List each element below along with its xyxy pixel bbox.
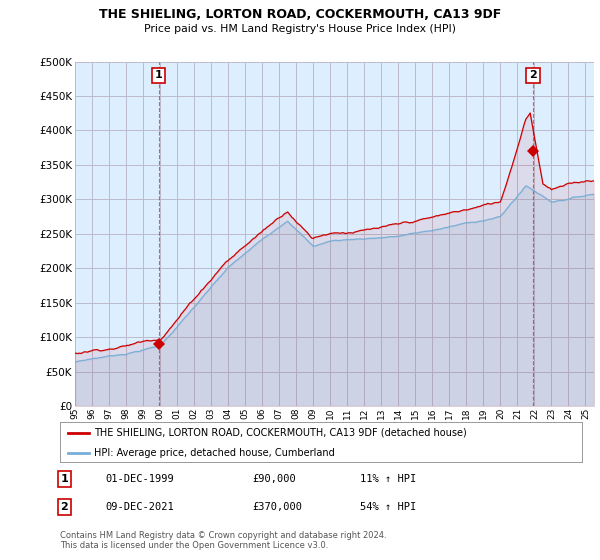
Text: 54% ↑ HPI: 54% ↑ HPI (360, 502, 416, 512)
Text: THE SHIELING, LORTON ROAD, COCKERMOUTH, CA13 9DF (detached house): THE SHIELING, LORTON ROAD, COCKERMOUTH, … (94, 428, 467, 437)
Text: THE SHIELING, LORTON ROAD, COCKERMOUTH, CA13 9DF: THE SHIELING, LORTON ROAD, COCKERMOUTH, … (99, 8, 501, 21)
Text: 2: 2 (529, 71, 537, 81)
Text: Contains HM Land Registry data © Crown copyright and database right 2024.
This d: Contains HM Land Registry data © Crown c… (60, 531, 386, 550)
Text: 1: 1 (61, 474, 68, 484)
Text: £90,000: £90,000 (252, 474, 296, 484)
Text: 01-DEC-1999: 01-DEC-1999 (105, 474, 174, 484)
Text: 1: 1 (155, 71, 163, 81)
Text: Price paid vs. HM Land Registry's House Price Index (HPI): Price paid vs. HM Land Registry's House … (144, 24, 456, 34)
Text: £370,000: £370,000 (252, 502, 302, 512)
Text: 09-DEC-2021: 09-DEC-2021 (105, 502, 174, 512)
Text: 11% ↑ HPI: 11% ↑ HPI (360, 474, 416, 484)
Text: 2: 2 (61, 502, 68, 512)
Text: HPI: Average price, detached house, Cumberland: HPI: Average price, detached house, Cumb… (94, 448, 335, 458)
